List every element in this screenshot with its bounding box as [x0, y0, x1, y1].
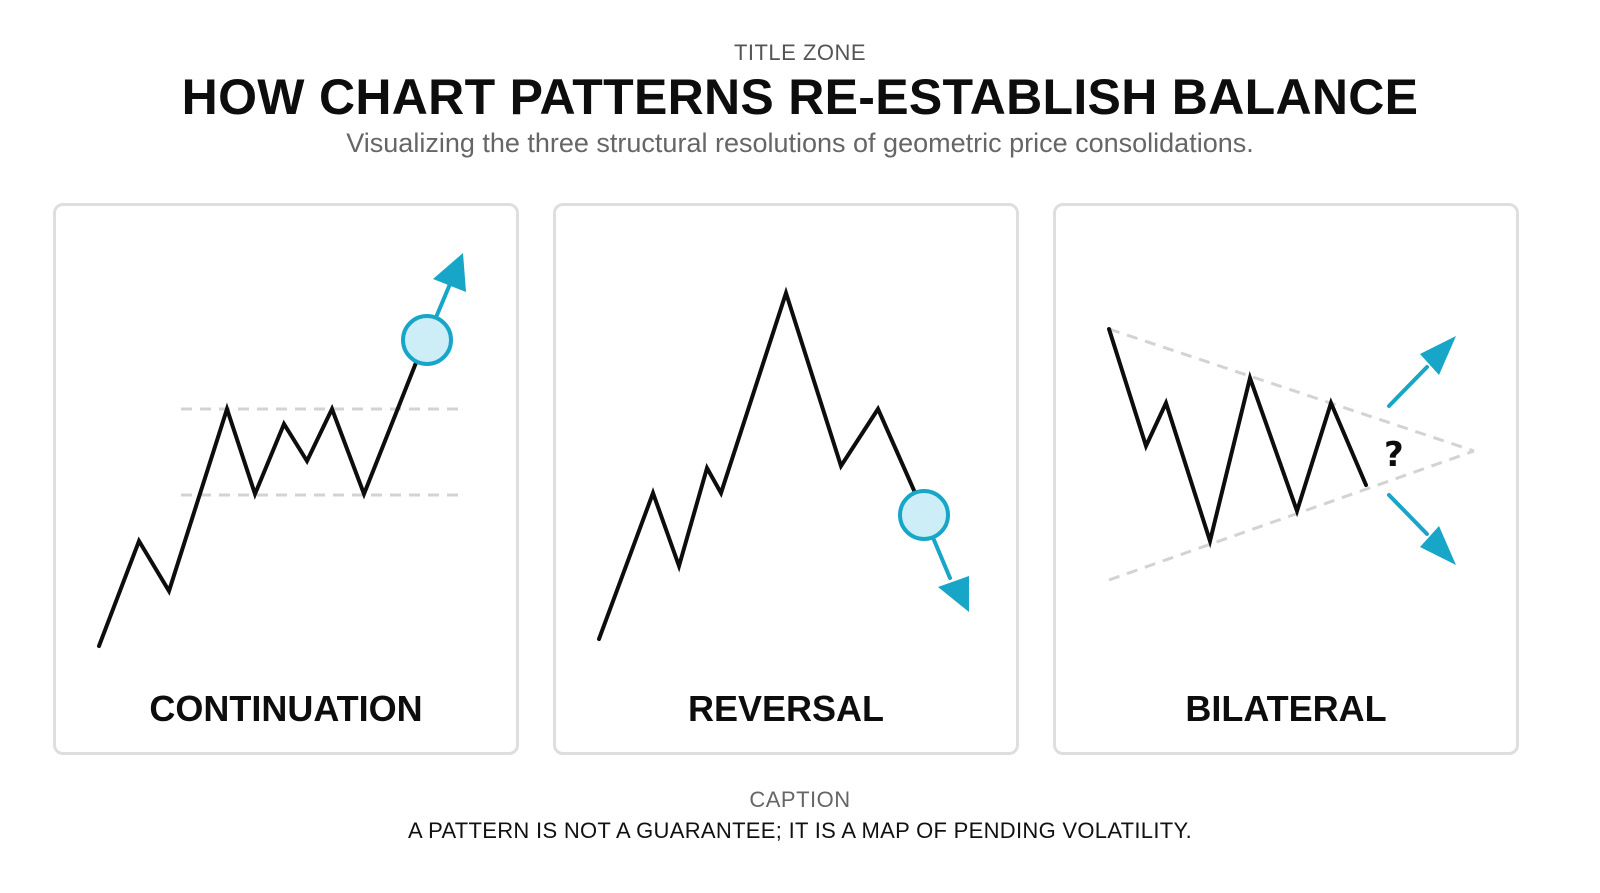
triangle-lower-line [1108, 449, 1475, 582]
breakdown-circle [898, 489, 950, 541]
down-arrow-shaft [932, 538, 952, 580]
reversal-diagram [597, 286, 969, 641]
caption-label: CAPTION [749, 787, 851, 812]
continuation-price-path [97, 338, 427, 648]
continuation-label: CONTINUATION [149, 688, 423, 729]
down-arrow-icon [1420, 526, 1456, 565]
breakout-circle [401, 314, 453, 366]
reversal-panel: REVERSAL [553, 203, 1019, 755]
bilateral-price-path [1107, 327, 1368, 549]
caption-text: A PATTERN IS NOT A GUARANTEE; IT IS A MA… [407, 818, 1193, 843]
down-arrow-shaft [1387, 493, 1429, 536]
page-subtitle: Visualizing the three structural resolut… [346, 128, 1254, 158]
down-arrow-icon [938, 576, 969, 612]
bilateral-diagram: ? [1107, 327, 1475, 582]
reversal-label: REVERSAL [687, 688, 885, 729]
continuation-panel: CONTINUATION [53, 203, 519, 755]
uncertainty-question-mark: ? [1384, 435, 1404, 475]
page-title: HOW CHART PATTERNS RE-ESTABLISH BALANCE [181, 69, 1419, 125]
up-arrow-shaft [435, 282, 452, 317]
up-arrow-shaft [1387, 365, 1429, 408]
reversal-price-path [597, 286, 926, 641]
bilateral-label: BILATERAL [1185, 688, 1387, 729]
bilateral-panel: ? BILATERAL [1053, 203, 1519, 755]
up-arrow-icon [1420, 336, 1456, 375]
triangle-upper-line [1108, 327, 1475, 453]
title-zone-label: TITLE ZONE [733, 40, 867, 65]
continuation-diagram [97, 253, 466, 648]
up-arrow-icon [433, 253, 466, 292]
